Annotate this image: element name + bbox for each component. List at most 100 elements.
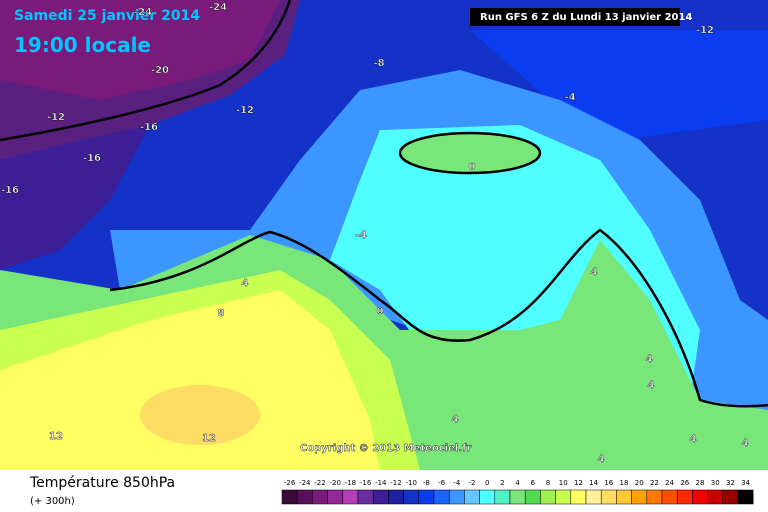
cold-core [0, 0, 280, 100]
legend-swatch [433, 489, 450, 505]
legend-swatch [281, 489, 298, 505]
legend-tick: 2 [500, 479, 504, 487]
contour-label: 4 [452, 414, 459, 425]
legend-swatch [540, 489, 556, 505]
contour-label: 4 [242, 278, 249, 289]
legend-tick: 6 [531, 479, 536, 487]
legend-tick: 20 [635, 479, 644, 487]
contour-label: 4 [646, 354, 653, 365]
legend-swatch [616, 489, 632, 505]
legend-swatch [296, 489, 313, 505]
contour-label: -12 [236, 105, 254, 116]
legend-tick: -26 [284, 479, 296, 487]
contour-label: 4 [648, 380, 655, 391]
legend-tick: 16 [604, 479, 613, 487]
legend-swatch [661, 489, 678, 505]
contour-label: 4 [598, 454, 605, 465]
contour-label: 0 [469, 162, 476, 173]
legend-tick: -16 [360, 479, 372, 487]
contour-label: 4 [690, 434, 697, 445]
time: 19:00 locale [14, 33, 151, 57]
legend-tick: 18 [620, 479, 629, 487]
contour-label: -8 [373, 58, 384, 69]
legend-tick: 4 [515, 479, 520, 487]
warm-core [0, 290, 380, 470]
cold-contour [0, 0, 292, 142]
legend-swatch [448, 489, 465, 505]
run-box [470, 8, 680, 26]
legend-swatch [327, 489, 344, 505]
contour-label: -4 [564, 92, 575, 103]
legend-tick: -20 [329, 479, 340, 487]
contour-label: -4 [355, 230, 366, 241]
legend-tick: 14 [589, 479, 598, 487]
legend-tick: -6 [438, 479, 446, 487]
contour-labels: -24 -24 -20 -12 -16 -12 -8 -4 -12 -16 -16 -4 0 4 8 0 4 4 4… [1, 2, 749, 465]
legend-tick: 12 [574, 479, 583, 487]
legend-swatch [600, 489, 617, 505]
legend-swatch [357, 489, 374, 505]
legend-tick: 28 [696, 479, 705, 487]
legend-swatch [570, 489, 587, 505]
legend-swatch [737, 489, 754, 505]
contour-label: -24 [134, 7, 152, 18]
legend-tick: 26 [680, 479, 689, 487]
legend-swatch [631, 489, 648, 505]
legend-tick: 22 [650, 479, 659, 487]
north-region [470, 30, 768, 140]
legend-tick: -14 [375, 479, 387, 487]
contour-label: -20 [151, 65, 169, 76]
hot-spot [140, 385, 260, 445]
legend-tick: -22 [314, 479, 325, 487]
legend-swatch [722, 489, 739, 505]
contour-label: 0 [377, 306, 384, 317]
contour-label: -16 [140, 122, 158, 133]
legend-tick: 32 [726, 479, 735, 487]
legend-swatch [403, 489, 420, 505]
legend-swatch [646, 489, 663, 505]
warm-pocket [400, 133, 540, 173]
legend-swatch [312, 489, 328, 505]
legend-tick: 30 [711, 479, 720, 487]
legend-swatch [342, 489, 359, 505]
legend-tick: -12 [390, 479, 401, 487]
legend-tick: 8 [546, 479, 550, 487]
legend-swatch [585, 489, 602, 505]
legend-tick: 34 [741, 479, 750, 487]
contour-label: 12 [49, 431, 63, 442]
legend: -26 -24 -22 -20 -18 -16 -14 -12 -10 -8 -6 -4 -2 0 2 4 6 8… [281, 479, 754, 505]
legend-swatch [676, 489, 693, 505]
legend-tick: 0 [485, 479, 489, 487]
contour-label: 4 [742, 438, 749, 449]
legend-swatch [418, 489, 435, 505]
contour-label: -12 [696, 25, 714, 36]
contour-label: -16 [1, 185, 19, 196]
legend-swatch [509, 489, 526, 505]
contour-label: -24 [209, 2, 227, 13]
contour-label: 8 [218, 308, 225, 319]
footer-subtitle: (+ 300h) [30, 496, 75, 507]
copyright: Copyright © 2013 Meteociel.fr [300, 443, 471, 454]
legend-swatch [692, 489, 708, 505]
legend-swatch [464, 489, 480, 505]
run-info: Run GFS 6 Z du Lundi 13 janvier 2014 [480, 12, 692, 23]
legend-tick: -8 [423, 479, 430, 487]
footer-title: Température 850hPa [29, 475, 175, 491]
contour-label: -12 [47, 112, 65, 123]
legend-swatch [479, 489, 496, 505]
legend-swatch [524, 489, 541, 505]
zero-contour-island [398, 131, 542, 175]
contour-label: 4 [591, 267, 598, 278]
legend-tick: -10 [405, 479, 416, 487]
legend-tick: -4 [453, 479, 461, 487]
legend-tick: 10 [559, 479, 568, 487]
legend-swatch [494, 489, 511, 505]
legend-tick: -24 [299, 479, 311, 487]
cold-west [0, 125, 150, 270]
legend-tick: 24 [665, 479, 674, 487]
zero-contour [109, 228, 768, 408]
legend-tick: -2 [469, 479, 476, 487]
legend-swatch [707, 489, 724, 505]
date: Samedi 25 janvier 2014 [14, 8, 200, 24]
